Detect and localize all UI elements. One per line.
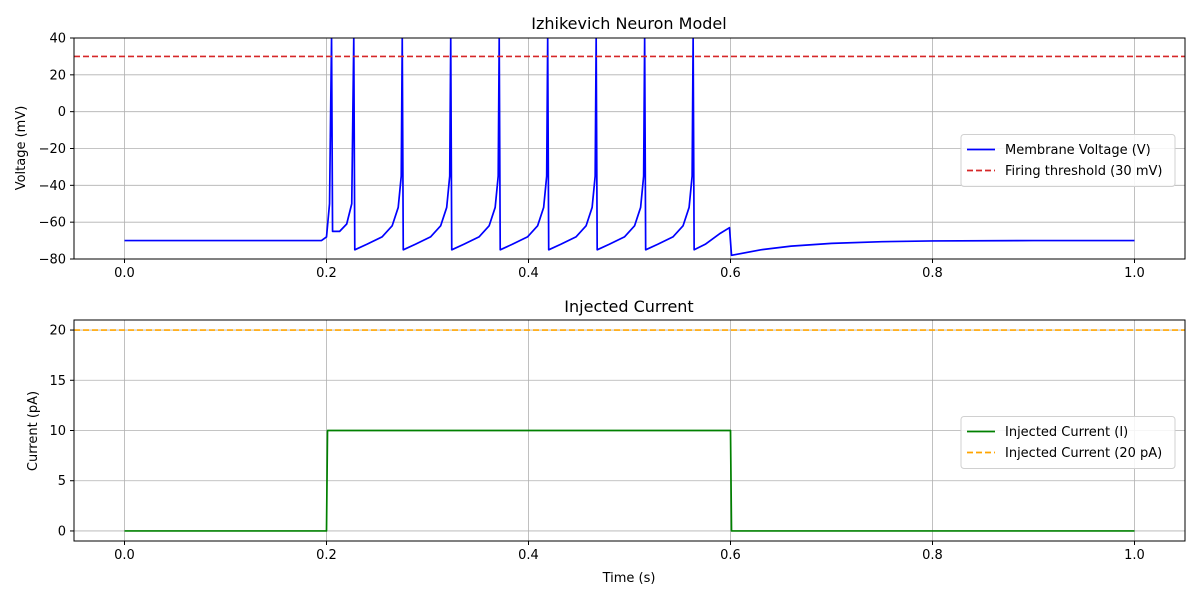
voltage-legend-label: Membrane Voltage (V) — [1005, 143, 1151, 158]
current-y-tick-label: 10 — [49, 424, 66, 439]
voltage-x-tick-label: 0.4 — [518, 266, 539, 281]
current-chart-title: Injected Current — [564, 297, 693, 316]
current-x-tick-label: 1.0 — [1124, 548, 1145, 563]
current-x-tick-label: 0.4 — [518, 548, 539, 563]
current-legend: Injected Current (I) Injected Current (20… — [960, 416, 1176, 469]
current-y-tick-label: 5 — [58, 474, 66, 489]
current-y-axis-label: Current (pA) — [26, 391, 41, 471]
current-y-tick-label: 0 — [58, 524, 66, 539]
current-legend-label: Injected Current (20 pA) — [1005, 446, 1162, 461]
voltage-chart: Izhikevich Neuron Model Voltage (mV) 0.0… — [14, 14, 1186, 281]
current-y-tick-label: 15 — [49, 374, 66, 389]
voltage-y-tick-label: −80 — [39, 253, 66, 268]
current-x-tick-label: 0.8 — [922, 548, 943, 563]
voltage-legend: Membrane Voltage (V) Firing threshold (30… — [960, 134, 1176, 187]
voltage-y-tick-label: 0 — [58, 105, 66, 120]
voltage-chart-title: Izhikevich Neuron Model — [531, 14, 726, 33]
voltage-y-axis-label: Voltage (mV) — [14, 106, 29, 191]
voltage-x-tick-label: 0.0 — [114, 266, 135, 281]
voltage-series-0 — [124, 38, 1135, 257]
current-chart: Injected Current Current (pA) Time (s) 0… — [26, 297, 1186, 586]
voltage-y-tick-label: 40 — [49, 32, 66, 47]
current-legend-label: Injected Current (I) — [1005, 425, 1128, 440]
voltage-x-tick-label: 1.0 — [1124, 266, 1145, 281]
voltage-x-tick-label: 0.6 — [720, 266, 741, 281]
voltage-x-tick-label: 0.8 — [922, 266, 943, 281]
current-series-0 — [124, 429, 1135, 532]
current-x-tick-label: 0.2 — [316, 548, 337, 563]
voltage-y-tick-label: −60 — [39, 216, 66, 231]
voltage-legend-label: Firing threshold (30 mV) — [1005, 164, 1162, 179]
current-y-tick-label: 20 — [49, 324, 66, 339]
current-x-axis-label: Time (s) — [602, 571, 656, 586]
voltage-x-tick-label: 0.2 — [316, 266, 337, 281]
current-x-tick-label: 0.6 — [720, 548, 741, 563]
current-x-tick-label: 0.0 — [114, 548, 135, 563]
voltage-y-tick-label: 20 — [49, 68, 66, 83]
voltage-y-tick-label: −20 — [39, 142, 66, 157]
voltage-y-tick-label: −40 — [39, 179, 66, 194]
